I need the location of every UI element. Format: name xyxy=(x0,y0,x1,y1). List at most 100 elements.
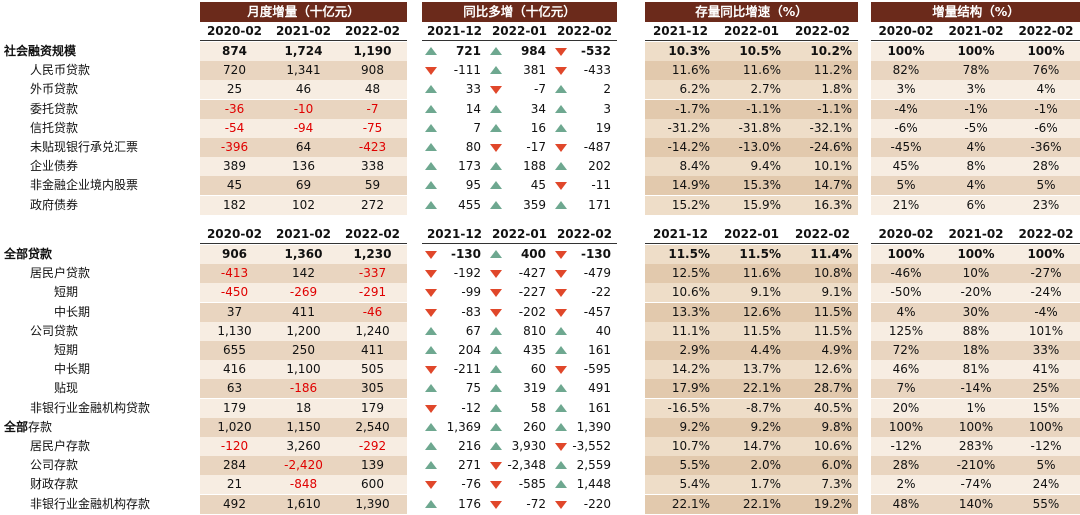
table-cell-yoy_incr: 1,448 xyxy=(552,475,617,495)
up-arrow-icon xyxy=(425,181,437,190)
table-cell-stock_growth: 11.6% xyxy=(716,264,787,284)
table-cell-yoy_incr: 319 xyxy=(487,379,552,399)
table-cell-yoy_incr: 491 xyxy=(552,379,617,399)
table-cell-structure: 48% xyxy=(871,494,941,514)
table-cell-yoy_incr: 176 xyxy=(422,494,487,514)
table-cell-stock_growth: 9.8% xyxy=(787,417,858,437)
up-arrow-icon xyxy=(490,104,502,113)
column-header-monthly: 2021-02 xyxy=(269,225,338,244)
table-cell-stock_growth: 11.5% xyxy=(787,321,858,341)
table-cell-structure: -210% xyxy=(941,456,1011,476)
table-cell-monthly: -292 xyxy=(338,437,407,456)
table-cell-stock_growth: 22.1% xyxy=(716,494,787,514)
table-cell-yoy_incr: 45 xyxy=(487,176,552,196)
table-cell-yoy_incr: 16 xyxy=(487,118,552,138)
column-header-yoy_incr: 2022-01 xyxy=(487,225,552,244)
up-arrow-icon xyxy=(490,181,502,190)
table-cell-stock_growth: -24.6% xyxy=(787,138,858,157)
table-cell-yoy_incr: 173 xyxy=(422,157,487,177)
table-cell-monthly: -10 xyxy=(269,99,338,119)
table-cell-monthly: 136 xyxy=(269,157,338,177)
table-cell-structure: 4% xyxy=(871,302,941,322)
up-arrow-icon xyxy=(555,403,567,412)
table-cell-monthly: -450 xyxy=(200,283,269,303)
table-cell-monthly: 139 xyxy=(338,456,407,476)
table-cell-structure: -6% xyxy=(1011,118,1080,138)
table-cell-monthly: -94 xyxy=(269,118,338,138)
table-cell-yoy_incr: 400 xyxy=(487,245,552,264)
table-cell-yoy_incr: 80 xyxy=(422,138,487,157)
table-cell-stock_growth: 6.0% xyxy=(787,456,858,476)
row-label: 非金融企业境内股票 xyxy=(30,178,139,193)
up-arrow-icon xyxy=(555,346,567,354)
table-cell-structure: -45% xyxy=(871,138,941,157)
column-header-structure: 2021-02 xyxy=(941,22,1011,41)
table-cell-yoy_incr: 188 xyxy=(487,157,552,177)
table-cell-yoy_incr: 19 xyxy=(552,118,617,138)
table-cell-monthly: 1,230 xyxy=(338,245,407,264)
table-cell-structure: 100% xyxy=(941,245,1011,264)
table-cell-yoy_incr: 2 xyxy=(552,80,617,100)
table-cell-structure: 76% xyxy=(1011,61,1080,81)
table-cell-yoy_incr: -211 xyxy=(422,360,487,380)
table-cell-monthly: 338 xyxy=(338,157,407,177)
table-cell-structure: -46% xyxy=(871,264,941,284)
table-cell-yoy_incr: -220 xyxy=(552,494,617,514)
section-title-monthly: 月度增量（十亿元） xyxy=(200,2,407,22)
table-cell-monthly: 1,360 xyxy=(269,245,338,264)
up-arrow-icon xyxy=(555,326,567,335)
table-cell-monthly: 1,390 xyxy=(338,494,407,514)
row-label: 中长期 xyxy=(54,304,91,319)
table-cell-monthly: 411 xyxy=(269,302,338,322)
table-cell-monthly: 1,020 xyxy=(200,417,269,437)
table-cell-structure: 4% xyxy=(1011,80,1080,100)
table-cell-stock_growth: 13.7% xyxy=(716,360,787,380)
table-cell-yoy_incr: 40 xyxy=(552,321,617,341)
table-cell-monthly: 102 xyxy=(269,195,338,215)
table-cell-stock_growth: 14.7% xyxy=(787,176,858,196)
table-cell-yoy_incr: 14 xyxy=(422,99,487,119)
table-cell-monthly: 64 xyxy=(269,138,338,157)
table-cell-monthly: 411 xyxy=(338,341,407,360)
table-cell-structure: 30% xyxy=(941,302,1011,322)
table-cell-yoy_incr: 359 xyxy=(487,195,552,215)
down-arrow-icon xyxy=(555,366,567,375)
table-cell-structure: 6% xyxy=(941,195,1011,215)
table-cell-monthly: 389 xyxy=(200,157,269,177)
table-cell-monthly: -36 xyxy=(200,99,269,119)
table-cell-structure: -6% xyxy=(871,118,941,138)
up-arrow-icon xyxy=(425,384,437,393)
table-cell-structure: 78% xyxy=(941,61,1011,81)
table-cell-structure: 101% xyxy=(1011,321,1080,341)
table-cell-structure: -12% xyxy=(1011,437,1080,456)
table-cell-monthly: 906 xyxy=(200,245,269,264)
row-label: 人民币贷款 xyxy=(30,63,91,78)
table-cell-structure: -1% xyxy=(941,99,1011,119)
row-label-prefix: 全部 xyxy=(4,419,29,434)
table-cell-stock_growth: 2.9% xyxy=(645,341,716,360)
table-cell-yoy_incr: -2,348 xyxy=(487,456,552,476)
table-cell-stock_growth: -8.7% xyxy=(716,398,787,418)
table-cell-yoy_incr: -7 xyxy=(487,80,552,100)
table-cell-yoy_incr: 1,390 xyxy=(552,417,617,437)
table-cell-structure: 41% xyxy=(1011,360,1080,380)
table-cell-yoy_incr: 161 xyxy=(552,341,617,360)
down-arrow-icon xyxy=(555,48,567,56)
up-arrow-icon xyxy=(425,123,437,132)
table-cell-monthly: -337 xyxy=(338,264,407,284)
column-header-stock_growth: 2022-02 xyxy=(787,22,858,41)
table-cell-yoy_incr: 171 xyxy=(552,195,617,215)
table-cell-structure: 5% xyxy=(871,176,941,196)
table-cell-monthly: 284 xyxy=(200,456,269,476)
table-cell-monthly: 908 xyxy=(338,61,407,81)
table-cell-stock_growth: 9.1% xyxy=(716,283,787,303)
column-header-monthly: 2020-02 xyxy=(200,22,269,41)
table-cell-stock_growth: 6.2% xyxy=(645,80,716,100)
down-arrow-icon xyxy=(555,251,567,259)
table-cell-yoy_incr: -202 xyxy=(487,302,552,322)
down-arrow-icon xyxy=(490,500,502,509)
table-cell-structure: 82% xyxy=(871,61,941,81)
table-cell-monthly: 1,240 xyxy=(338,321,407,341)
down-arrow-icon xyxy=(490,144,502,152)
table-cell-stock_growth: 9.2% xyxy=(645,417,716,437)
